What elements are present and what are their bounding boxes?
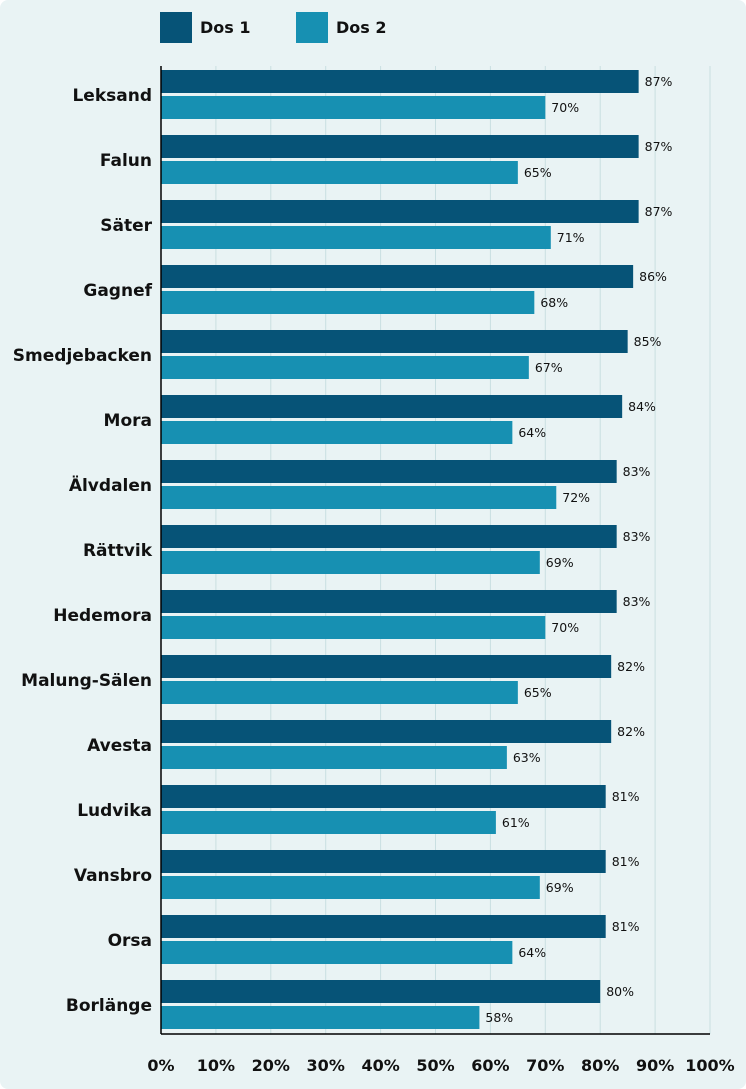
legend-label: Dos 1 bbox=[200, 18, 251, 37]
value-label: 70% bbox=[551, 620, 579, 635]
value-label: 87% bbox=[645, 74, 673, 89]
category-label: Hedemora bbox=[53, 606, 152, 626]
bar-dos2 bbox=[161, 681, 518, 704]
x-tick-label: 30% bbox=[307, 1056, 345, 1075]
x-tick-label: 100% bbox=[685, 1056, 734, 1075]
value-label: 81% bbox=[612, 854, 640, 869]
value-label: 65% bbox=[524, 165, 552, 180]
category-label: Säter bbox=[100, 216, 152, 236]
category-label: Gagnef bbox=[83, 281, 152, 301]
category-label: Leksand bbox=[72, 86, 152, 106]
value-label: 81% bbox=[612, 789, 640, 804]
category-label: Falun bbox=[100, 151, 152, 171]
category-label: Vansbro bbox=[74, 866, 152, 886]
value-label: 58% bbox=[485, 1010, 513, 1025]
legend-swatch-dos2 bbox=[296, 12, 328, 43]
bar-dos1 bbox=[161, 200, 639, 223]
bar-dos1 bbox=[161, 460, 617, 483]
bar-dos1 bbox=[161, 915, 606, 938]
bar-dos2 bbox=[161, 941, 513, 964]
x-tick-label: 0% bbox=[147, 1056, 174, 1075]
legend-swatch-dos1 bbox=[160, 12, 192, 43]
value-label: 87% bbox=[645, 204, 673, 219]
category-label: Älvdalen bbox=[69, 474, 152, 496]
bar-dos2 bbox=[161, 616, 546, 639]
category-label: Rättvik bbox=[83, 541, 153, 561]
value-label: 83% bbox=[623, 594, 651, 609]
category-label: Mora bbox=[104, 411, 152, 431]
x-tick-label: 90% bbox=[636, 1056, 674, 1075]
category-label: Smedjebacken bbox=[13, 346, 152, 366]
bar-dos2 bbox=[161, 746, 507, 769]
x-tick-label: 50% bbox=[416, 1056, 454, 1075]
value-label: 65% bbox=[524, 685, 552, 700]
x-tick-label: 70% bbox=[526, 1056, 564, 1075]
value-label: 84% bbox=[628, 399, 656, 414]
legend-label: Dos 2 bbox=[336, 18, 387, 37]
value-label: 86% bbox=[639, 269, 667, 284]
bar-dos1 bbox=[161, 265, 634, 288]
bar-dos2 bbox=[161, 96, 546, 119]
legend: Dos 1 Dos 2 bbox=[160, 12, 387, 43]
labels: Leksand 87% 70% Falun 87% 65% Säter 87% 71% Gagne… bbox=[13, 74, 673, 1025]
bar-dos1 bbox=[161, 980, 601, 1003]
value-label: 69% bbox=[546, 880, 574, 895]
bar-dos1 bbox=[161, 135, 639, 158]
bar-dos1 bbox=[161, 850, 606, 873]
bar-dos1 bbox=[161, 590, 617, 613]
value-label: 81% bbox=[612, 919, 640, 934]
value-label: 83% bbox=[623, 529, 651, 544]
bar-dos2 bbox=[161, 161, 518, 184]
x-tick-label: 80% bbox=[581, 1056, 619, 1075]
category-label: Ludvika bbox=[77, 801, 152, 821]
category-label: Malung-Sälen bbox=[21, 671, 152, 691]
value-label: 71% bbox=[557, 230, 585, 245]
value-label: 67% bbox=[535, 360, 563, 375]
bar-dos1 bbox=[161, 720, 612, 743]
value-label: 70% bbox=[551, 100, 579, 115]
bar-dos2 bbox=[161, 421, 513, 444]
bar-dos1 bbox=[161, 70, 639, 93]
value-label: 61% bbox=[502, 815, 530, 830]
bar-dos2 bbox=[161, 291, 535, 314]
bar-dos2 bbox=[161, 486, 557, 509]
value-label: 85% bbox=[634, 334, 662, 349]
bars bbox=[161, 70, 639, 1029]
value-label: 64% bbox=[518, 425, 546, 440]
value-label: 82% bbox=[617, 659, 645, 674]
value-label: 82% bbox=[617, 724, 645, 739]
bar-dos1 bbox=[161, 330, 628, 353]
value-label: 68% bbox=[540, 295, 568, 310]
bar-dos1 bbox=[161, 785, 606, 808]
category-label: Orsa bbox=[108, 931, 152, 951]
x-tick-label: 40% bbox=[361, 1056, 399, 1075]
bar-dos1 bbox=[161, 395, 623, 418]
bar-dos2 bbox=[161, 1006, 480, 1029]
bar-dos2 bbox=[161, 876, 540, 899]
value-label: 83% bbox=[623, 464, 651, 479]
value-label: 80% bbox=[606, 984, 634, 999]
value-label: 69% bbox=[546, 555, 574, 570]
value-label: 87% bbox=[645, 139, 673, 154]
value-label: 64% bbox=[518, 945, 546, 960]
x-tick-label: 60% bbox=[471, 1056, 509, 1075]
bar-dos2 bbox=[161, 356, 529, 379]
category-label: Avesta bbox=[87, 736, 152, 756]
x-axis: 0% 10% 20% 30% 40% 50% 60% 70% 80% 90% 100% bbox=[147, 66, 735, 1075]
bar-dos2 bbox=[161, 226, 551, 249]
value-label: 72% bbox=[562, 490, 590, 505]
value-label: 63% bbox=[513, 750, 541, 765]
category-label: Borlänge bbox=[66, 996, 152, 1016]
bar-dos1 bbox=[161, 525, 617, 548]
bar-dos2 bbox=[161, 811, 496, 834]
bar-dos2 bbox=[161, 551, 540, 574]
bar-dos1 bbox=[161, 655, 612, 678]
x-tick-label: 20% bbox=[252, 1056, 290, 1075]
x-tick-label: 10% bbox=[197, 1056, 235, 1075]
